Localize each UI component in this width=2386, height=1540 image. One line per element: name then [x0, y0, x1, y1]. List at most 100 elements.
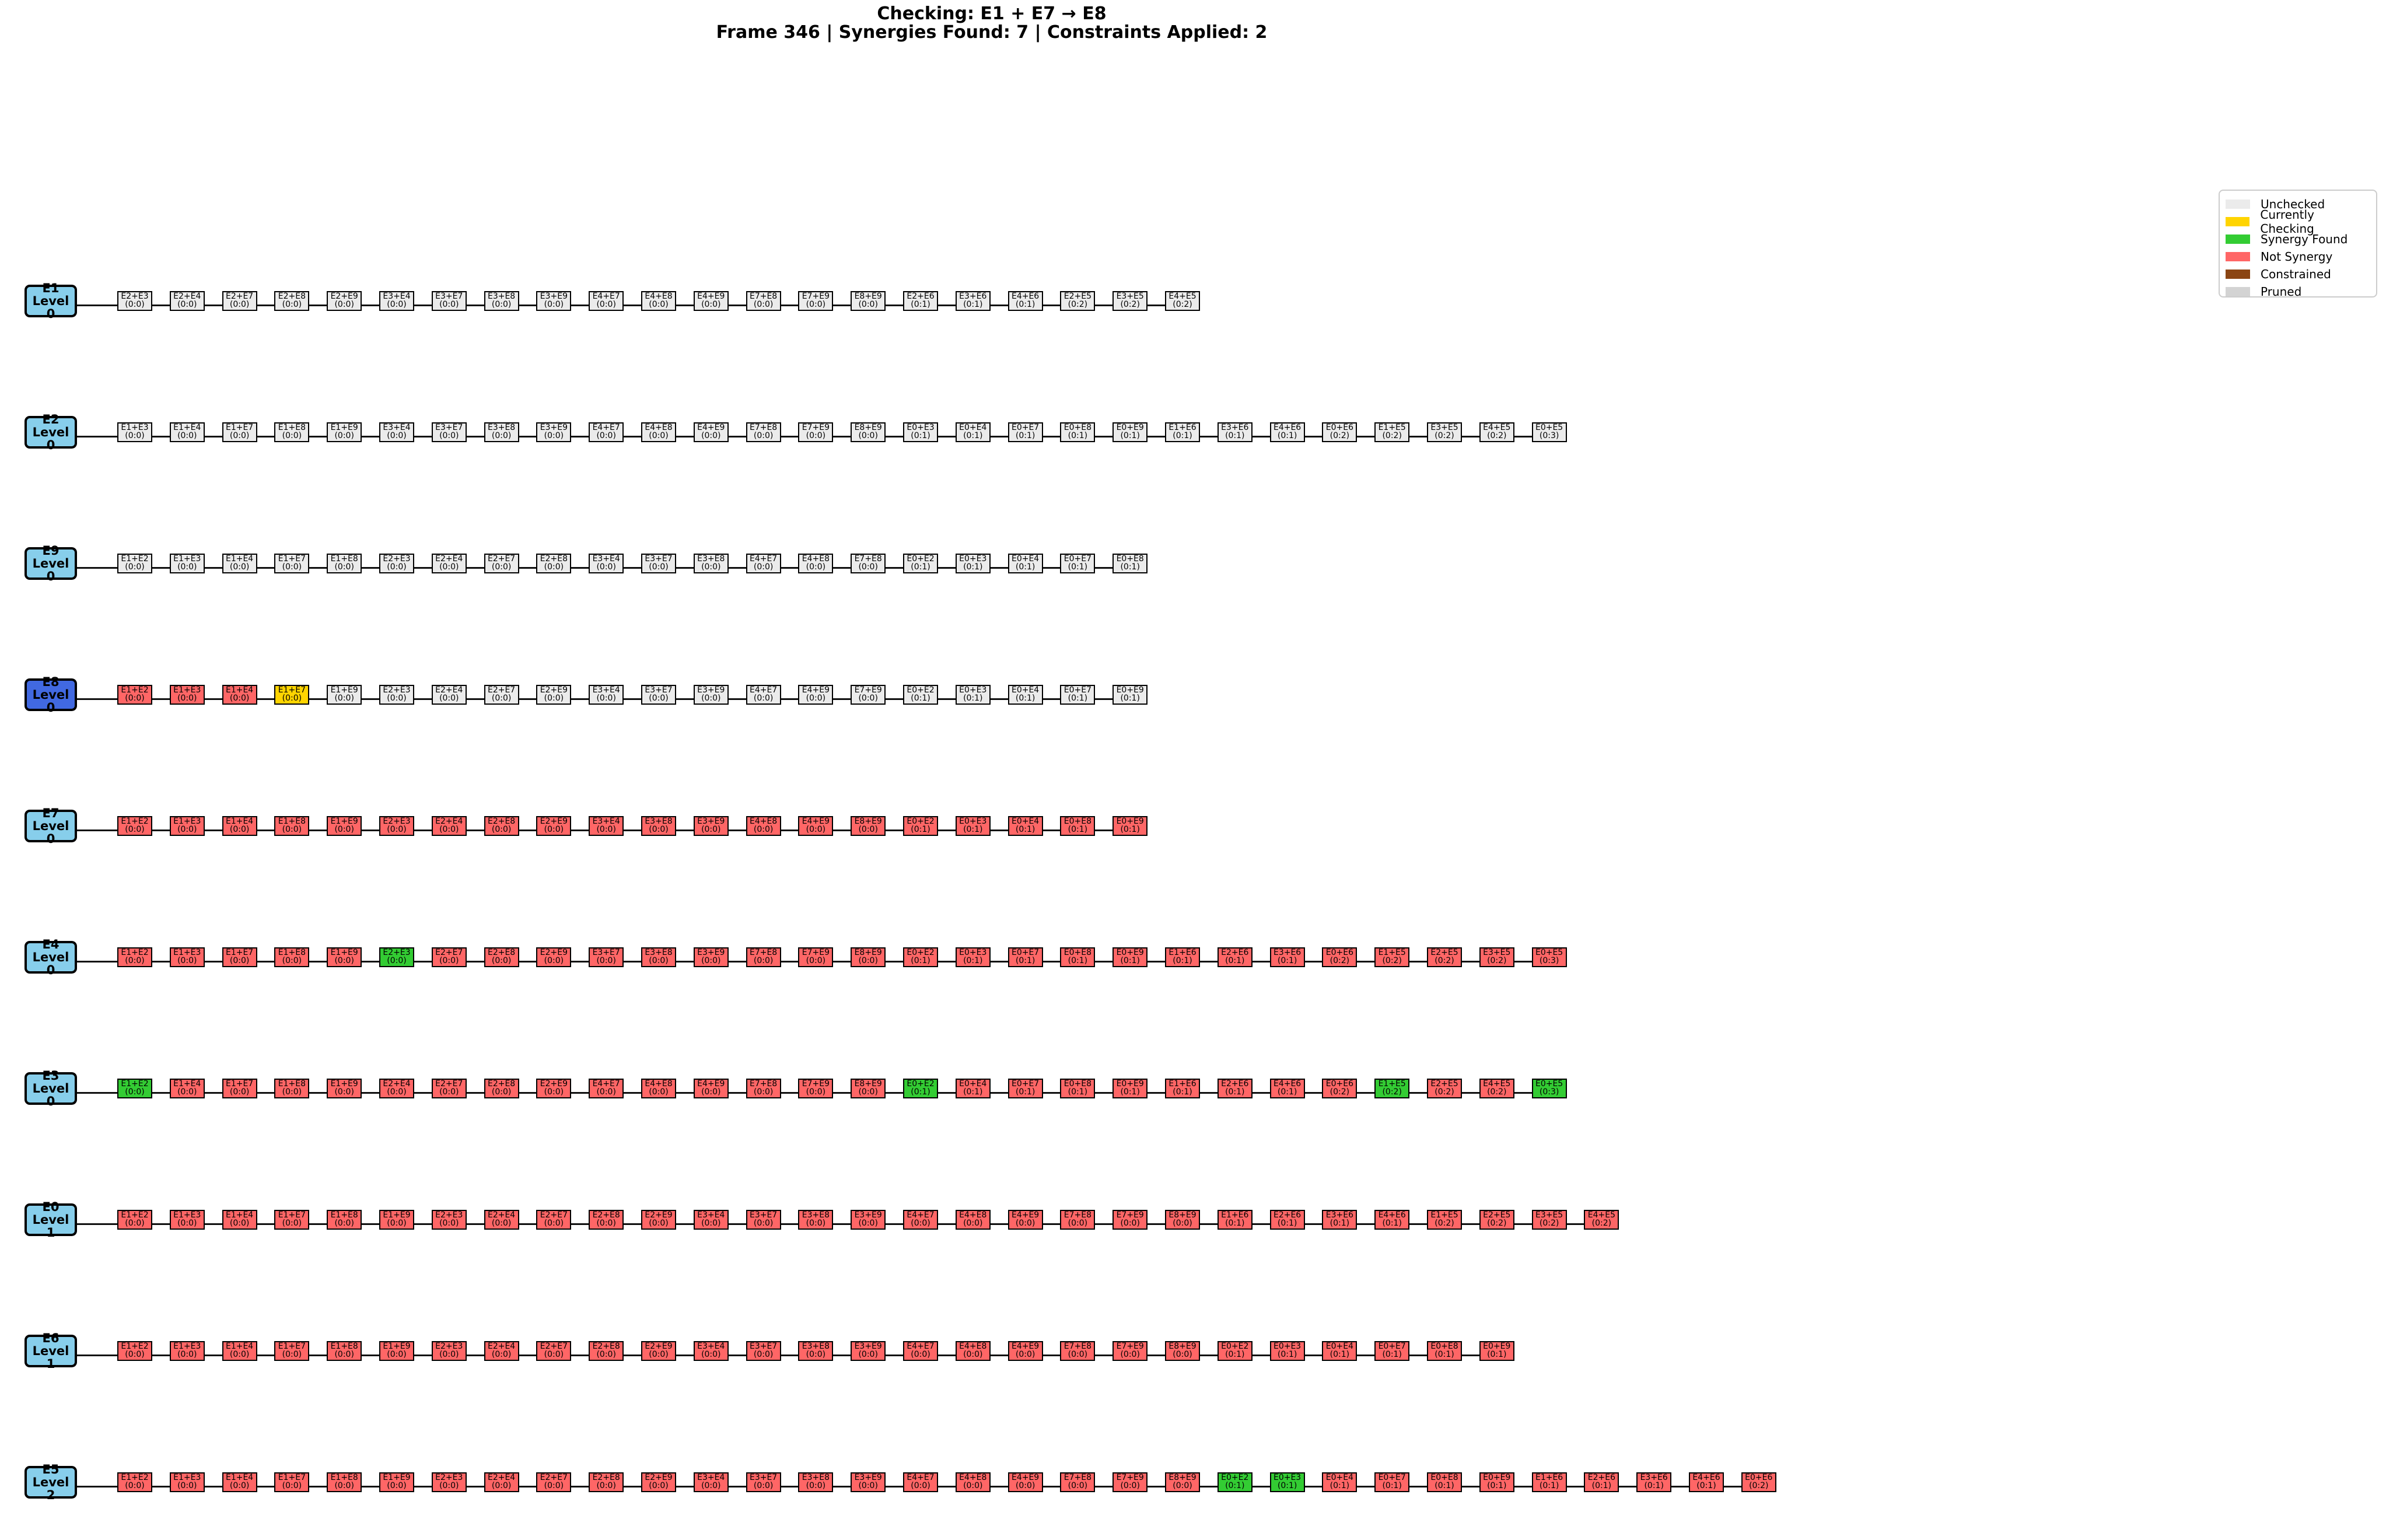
combination-cell[interactable]: E1+E7 (0:0)	[274, 1341, 310, 1361]
combination-cell[interactable]: E1+E7 (0:0)	[222, 422, 257, 442]
combination-cell[interactable]: E2+E4 (0:0)	[484, 1472, 519, 1492]
combination-cell[interactable]: E3+E4 (0:0)	[379, 291, 414, 311]
combination-cell[interactable]: E1+E2 (0:0)	[117, 816, 152, 836]
combination-cell[interactable]: E3+E8 (0:0)	[798, 1472, 834, 1492]
combination-cell[interactable]: E4+E5 (0:2)	[1479, 1079, 1514, 1098]
combination-cell[interactable]: E8+E9 (0:0)	[1165, 1210, 1200, 1230]
combination-cell[interactable]: E1+E7 (0:0)	[222, 1079, 257, 1098]
combination-cell[interactable]: E2+E9 (0:0)	[536, 1079, 572, 1098]
combination-cell[interactable]: E4+E7 (0:0)	[746, 554, 781, 573]
combination-cell[interactable]: E2+E4 (0:0)	[431, 554, 467, 573]
node-e5[interactable]: E5 Level 2	[25, 1463, 77, 1502]
combination-cell[interactable]: E7+E9 (0:0)	[798, 422, 834, 442]
combination-cell[interactable]: E2+E8 (0:0)	[536, 554, 572, 573]
combination-cell[interactable]: E3+E9 (0:0)	[851, 1472, 886, 1492]
combination-cell[interactable]: E0+E9 (0:1)	[1112, 816, 1148, 836]
combination-cell[interactable]: E7+E9 (0:0)	[1112, 1341, 1148, 1361]
combination-cell[interactable]: E1+E2 (0:0)	[117, 1472, 152, 1492]
combination-cell[interactable]: E8+E9 (0:0)	[851, 816, 886, 836]
combination-cell[interactable]: E3+E7 (0:0)	[431, 291, 467, 311]
combination-cell[interactable]: E3+E5 (0:2)	[1112, 291, 1148, 311]
combination-cell[interactable]: E4+E7 (0:0)	[589, 291, 624, 311]
combination-cell[interactable]: E2+E3 (0:0)	[379, 685, 414, 705]
combination-cell[interactable]: E0+E8 (0:1)	[1060, 816, 1096, 836]
combination-cell[interactable]: E0+E2 (0:1)	[903, 816, 938, 836]
combination-cell[interactable]: E0+E8 (0:1)	[1427, 1472, 1462, 1492]
combination-cell[interactable]: E4+E9 (0:0)	[693, 1079, 729, 1098]
combination-cell[interactable]: E4+E5 (0:2)	[1165, 291, 1200, 311]
combination-cell[interactable]: E3+E4 (0:0)	[693, 1472, 729, 1492]
combination-cell[interactable]: E0+E6 (0:2)	[1322, 947, 1358, 967]
combination-cell[interactable]: E1+E8 (0:0)	[327, 1472, 362, 1492]
combination-cell[interactable]: E1+E7 (0:0)	[274, 1210, 310, 1230]
combination-cell[interactable]: E0+E2 (0:1)	[903, 554, 938, 573]
node-e6[interactable]: E6 Level 1	[25, 1332, 77, 1370]
combination-cell[interactable]: E1+E3 (0:0)	[169, 1341, 205, 1361]
combination-cell[interactable]: E1+E8 (0:0)	[274, 422, 310, 442]
combination-cell[interactable]: E2+E8 (0:0)	[589, 1341, 624, 1361]
combination-cell[interactable]: E2+E6 (0:1)	[1217, 947, 1253, 967]
combination-cell[interactable]: E1+E7 (0:0)	[274, 554, 310, 573]
combination-cell[interactable]: E0+E9 (0:1)	[1112, 1079, 1148, 1098]
combination-cell[interactable]: E2+E7 (0:0)	[484, 685, 519, 705]
combination-cell[interactable]: E7+E8 (0:0)	[1060, 1472, 1096, 1492]
node-e3[interactable]: E3 Level 0	[25, 1069, 77, 1108]
combination-cell[interactable]: E1+E8 (0:0)	[274, 947, 310, 967]
combination-cell[interactable]: E2+E5 (0:2)	[1427, 947, 1462, 967]
combination-cell[interactable]: E4+E8 (0:0)	[955, 1210, 991, 1230]
combination-cell[interactable]: E2+E5 (0:2)	[1060, 291, 1096, 311]
combination-cell[interactable]: E2+E4 (0:0)	[169, 291, 205, 311]
combination-cell[interactable]: E2+E4 (0:0)	[484, 1341, 519, 1361]
combination-cell[interactable]: E0+E8 (0:1)	[1060, 422, 1096, 442]
combination-cell[interactable]: E2+E5 (0:2)	[1479, 1210, 1514, 1230]
combination-cell[interactable]: E1+E4 (0:0)	[222, 685, 257, 705]
combination-cell[interactable]: E2+E7 (0:0)	[484, 554, 519, 573]
combination-cell[interactable]: E3+E7 (0:0)	[746, 1472, 781, 1492]
combination-cell[interactable]: E4+E6 (0:1)	[1269, 422, 1305, 442]
combination-cell[interactable]: E3+E7 (0:0)	[641, 685, 676, 705]
combination-cell[interactable]: E3+E8 (0:0)	[798, 1210, 834, 1230]
combination-cell[interactable]: E3+E4 (0:0)	[693, 1210, 729, 1230]
combination-cell[interactable]: E1+E9 (0:0)	[327, 685, 362, 705]
combination-cell[interactable]: E0+E4 (0:1)	[955, 1079, 991, 1098]
combination-cell[interactable]: E3+E8 (0:0)	[484, 422, 519, 442]
combination-cell[interactable]: E2+E6 (0:1)	[903, 291, 938, 311]
combination-cell[interactable]: E1+E4 (0:0)	[169, 1079, 205, 1098]
combination-cell[interactable]: E1+E5 (0:2)	[1374, 947, 1410, 967]
combination-cell[interactable]: E2+E7 (0:0)	[536, 1472, 572, 1492]
combination-cell[interactable]: E7+E8 (0:0)	[746, 1079, 781, 1098]
combination-cell[interactable]: E1+E9 (0:0)	[379, 1210, 414, 1230]
combination-cell[interactable]: E4+E8 (0:0)	[641, 1079, 676, 1098]
combination-cell[interactable]: E4+E7 (0:0)	[903, 1472, 938, 1492]
combination-cell[interactable]: E2+E4 (0:0)	[484, 1210, 519, 1230]
combination-cell[interactable]: E3+E6 (0:1)	[1269, 947, 1305, 967]
combination-cell[interactable]: E0+E6 (0:2)	[1322, 422, 1358, 442]
combination-cell[interactable]: E0+E3 (0:1)	[1269, 1472, 1305, 1492]
combination-cell[interactable]: E4+E9 (0:0)	[693, 422, 729, 442]
combination-cell[interactable]: E3+E7 (0:0)	[589, 947, 624, 967]
combination-cell[interactable]: E8+E9 (0:0)	[851, 422, 886, 442]
combination-cell[interactable]: E4+E7 (0:0)	[903, 1341, 938, 1361]
combination-cell[interactable]: E7+E9 (0:0)	[798, 947, 834, 967]
combination-cell[interactable]: E4+E8 (0:0)	[955, 1341, 991, 1361]
combination-cell[interactable]: E4+E9 (0:0)	[1007, 1341, 1043, 1361]
combination-cell[interactable]: E2+E8 (0:0)	[274, 291, 310, 311]
combination-cell[interactable]: E1+E8 (0:0)	[327, 554, 362, 573]
combination-cell[interactable]: E3+E4 (0:0)	[693, 1341, 729, 1361]
combination-cell[interactable]: E2+E9 (0:0)	[536, 816, 572, 836]
combination-cell[interactable]: E2+E9 (0:0)	[641, 1472, 676, 1492]
combination-cell[interactable]: E1+E3 (0:0)	[169, 947, 205, 967]
combination-cell[interactable]: E0+E4 (0:1)	[1007, 554, 1043, 573]
combination-cell[interactable]: E0+E5 (0:3)	[1531, 422, 1567, 442]
combination-cell[interactable]: E0+E3 (0:1)	[955, 947, 991, 967]
combination-cell[interactable]: E0+E3 (0:1)	[955, 554, 991, 573]
combination-cell[interactable]: E1+E8 (0:0)	[274, 816, 310, 836]
combination-cell[interactable]: E7+E9 (0:0)	[1112, 1472, 1148, 1492]
combination-cell[interactable]: E2+E7 (0:0)	[536, 1341, 572, 1361]
combination-cell[interactable]: E3+E5 (0:2)	[1427, 422, 1462, 442]
combination-cell[interactable]: E0+E3 (0:1)	[955, 816, 991, 836]
combination-cell[interactable]: E0+E7 (0:1)	[1007, 947, 1043, 967]
combination-cell[interactable]: E7+E8 (0:0)	[746, 291, 781, 311]
combination-cell[interactable]: E1+E4 (0:0)	[169, 422, 205, 442]
combination-cell[interactable]: E1+E3 (0:0)	[169, 1472, 205, 1492]
